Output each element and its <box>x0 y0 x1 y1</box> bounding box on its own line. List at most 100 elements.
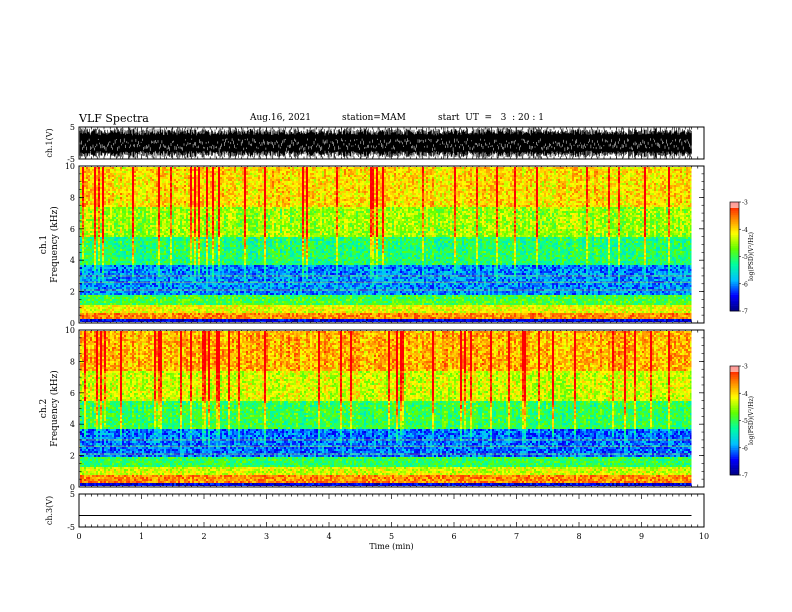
psd-cell <box>196 223 198 225</box>
psd-cell <box>126 253 128 255</box>
psd-cell <box>138 221 140 223</box>
psd-cell <box>82 187 84 189</box>
psd-cell <box>180 167 182 169</box>
psd-cell <box>196 261 198 263</box>
psd-cell <box>114 213 116 215</box>
psd-cell <box>110 271 112 273</box>
psd-cell <box>190 199 192 201</box>
psd-cell <box>152 261 154 263</box>
psd-cell <box>130 219 132 221</box>
psd-cell <box>194 215 196 217</box>
psd-cell <box>192 319 194 321</box>
psd-cell <box>102 245 104 247</box>
psd-cell <box>118 227 120 229</box>
psd-cell <box>80 243 82 245</box>
psd-cell <box>154 183 156 185</box>
psd-cell <box>126 177 128 179</box>
psd-cell <box>184 257 186 259</box>
psd-cell <box>194 235 196 237</box>
psd-cell <box>92 321 94 322</box>
psd-cell <box>156 217 158 219</box>
psd-cell <box>194 255 196 257</box>
psd-cell <box>162 253 164 255</box>
psd-cell <box>148 181 150 183</box>
psd-cell <box>134 303 136 305</box>
psd-cell <box>106 179 108 181</box>
psd-cell <box>166 199 168 201</box>
psd-cell <box>174 223 176 225</box>
psd-cell <box>162 247 164 249</box>
psd-cell <box>136 223 138 225</box>
psd-cell <box>96 173 98 175</box>
psd-cell <box>158 307 160 309</box>
psd-cell <box>166 309 168 311</box>
psd-cell <box>90 303 92 305</box>
psd-cell <box>192 215 194 217</box>
psd-cell <box>188 181 190 183</box>
psd-cell <box>190 277 192 279</box>
psd-cell <box>98 237 100 239</box>
psd-cell <box>86 175 88 177</box>
psd-cell <box>188 167 190 169</box>
psd-cell <box>150 187 152 189</box>
psd-cell <box>194 303 196 305</box>
psd-cell <box>180 199 182 201</box>
psd-cell <box>160 205 162 207</box>
psd-cell <box>86 257 88 259</box>
psd-cell <box>110 309 112 311</box>
psd-cell <box>116 167 118 169</box>
psd-cell <box>176 243 178 245</box>
psd-cell <box>164 203 166 205</box>
psd-cell <box>164 209 166 211</box>
psd-cell <box>118 207 120 209</box>
psd-cell <box>166 291 168 293</box>
psd-cell <box>158 213 160 215</box>
psd-cell <box>134 291 136 293</box>
psd-cell <box>192 249 194 251</box>
psd-cell <box>196 253 198 255</box>
psd-cell <box>176 195 178 197</box>
psd-cell <box>100 299 102 301</box>
psd-cell <box>112 247 114 249</box>
psd-cell <box>122 263 124 265</box>
psd-cell <box>130 173 132 175</box>
psd-cell <box>124 299 126 301</box>
psd-cell <box>86 227 88 229</box>
psd-cell <box>128 313 130 315</box>
psd-cell <box>174 249 176 251</box>
psd-cell <box>164 219 166 221</box>
psd-cell <box>138 185 140 187</box>
psd-cell <box>172 177 174 179</box>
psd-cell <box>138 249 140 251</box>
psd-cell <box>160 167 162 169</box>
psd-cell <box>98 251 100 253</box>
psd-cell <box>184 235 186 237</box>
psd-cell <box>102 303 104 305</box>
psd-cell <box>146 269 148 271</box>
psd-cell <box>112 253 114 255</box>
psd-cell <box>116 285 118 287</box>
psd-cell <box>100 279 102 281</box>
psd-cell <box>182 179 184 181</box>
psd-cell <box>118 183 120 185</box>
psd-cell <box>124 319 126 321</box>
psd-cell <box>140 233 142 235</box>
psd-cell <box>148 169 150 171</box>
psd-cell <box>114 271 116 273</box>
psd-cell <box>126 191 128 193</box>
psd-cell <box>138 223 140 225</box>
psd-cell <box>178 237 180 239</box>
psd-cell <box>178 293 180 295</box>
psd-cell <box>100 179 102 181</box>
psd-cell <box>192 203 194 205</box>
psd-cell <box>96 243 98 245</box>
psd-cell <box>102 291 104 293</box>
psd-cell <box>166 197 168 199</box>
psd-cell <box>92 195 94 197</box>
psd-cell <box>84 191 86 193</box>
psd-cell <box>116 211 118 213</box>
psd-cell <box>120 315 122 317</box>
psd-cell <box>138 285 140 287</box>
psd-cell <box>162 173 164 175</box>
psd-cell <box>98 257 100 259</box>
